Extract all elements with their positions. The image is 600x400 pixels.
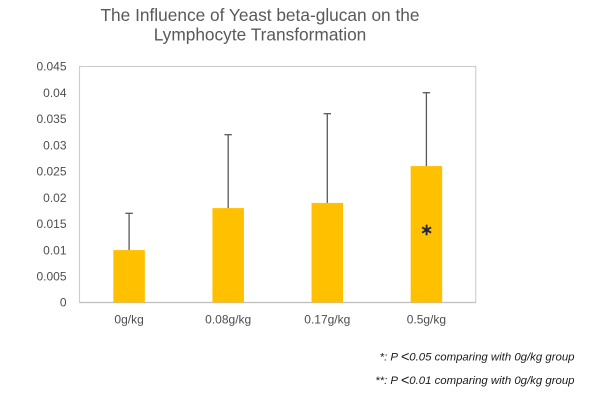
svg-text:0.025: 0.025 [36,165,66,179]
svg-text:0.5g/kg: 0.5g/kg [407,313,446,327]
svg-text:0.005: 0.005 [36,270,66,284]
svg-text:The Influence of Yeast beta-gl: The Influence of Yeast beta-glucan on th… [101,5,420,25]
svg-text:0.02: 0.02 [43,191,67,205]
svg-text:0.035: 0.035 [36,112,66,126]
svg-text:0.01: 0.01 [43,243,67,257]
svg-text:0.015: 0.015 [36,217,66,231]
svg-text:0g/kg: 0g/kg [114,313,143,327]
svg-text:0.17g/kg: 0.17g/kg [304,313,350,327]
svg-text:0: 0 [60,296,67,310]
svg-text:0.03: 0.03 [43,138,67,152]
svg-text:0.08g/kg: 0.08g/kg [205,313,251,327]
svg-text:*: P <0.05 comparing with 0g/k: *: P <0.05 comparing with 0g/kg group [380,350,575,366]
svg-text:Lymphocyte Transformation: Lymphocyte Transformation [154,25,367,45]
svg-text:0.045: 0.045 [36,60,66,74]
svg-text:**: P <0.01 comparing with 0g/: **: P <0.01 comparing with 0g/kg group [375,373,574,389]
svg-text:0.04: 0.04 [43,86,67,100]
